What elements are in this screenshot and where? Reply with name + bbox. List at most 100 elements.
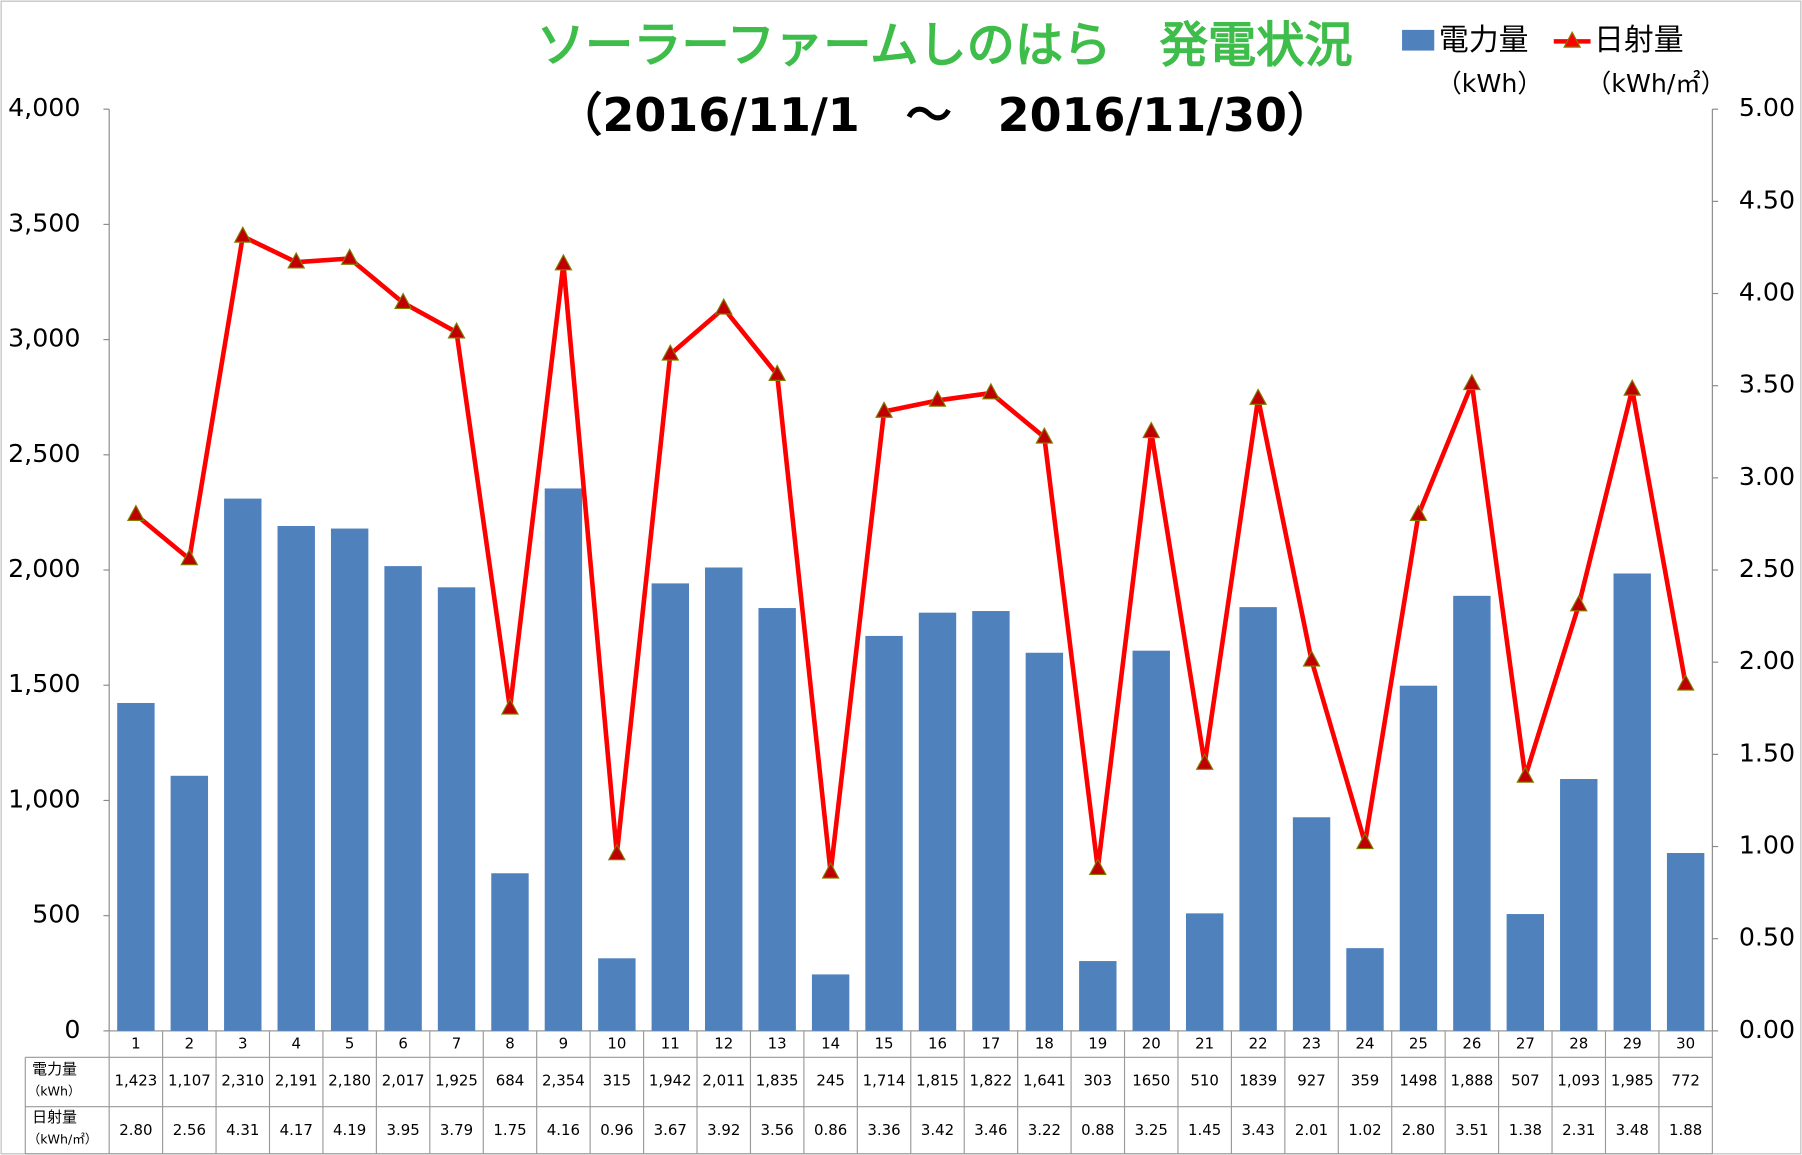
table-value: 510 — [1190, 1071, 1219, 1089]
x-tick-label: 13 — [768, 1035, 787, 1053]
x-tick-label: 14 — [821, 1035, 840, 1053]
table-value: 4.31 — [226, 1121, 259, 1139]
x-tick-label: 18 — [1035, 1035, 1054, 1053]
table-value: 359 — [1351, 1071, 1380, 1089]
x-tick-label: 1 — [131, 1035, 141, 1053]
table-value: 1.38 — [1509, 1121, 1542, 1139]
table-value: 2,354 — [542, 1071, 585, 1089]
line-marker — [981, 382, 1000, 400]
line-marker — [1035, 426, 1054, 444]
table-value: 1.45 — [1188, 1121, 1221, 1139]
table-value: 3.95 — [386, 1121, 419, 1139]
table-value: 315 — [603, 1071, 632, 1089]
bar — [491, 873, 529, 1031]
bar — [1025, 652, 1064, 1031]
line-marker — [661, 343, 680, 361]
x-tick-label: 12 — [714, 1035, 733, 1053]
table-value: 1.88 — [1669, 1121, 1702, 1139]
line-marker — [180, 548, 199, 566]
x-tick-label: 23 — [1302, 1035, 1321, 1053]
x-tick-label: 20 — [1142, 1035, 1161, 1053]
y-tick-label: 3,500 — [8, 208, 80, 237]
table-value: 3.51 — [1455, 1121, 1488, 1139]
bar — [117, 702, 155, 1031]
table-value: 2,180 — [328, 1071, 371, 1089]
line-marker — [1569, 594, 1588, 612]
line-marker — [1249, 388, 1268, 405]
table-value: 0.96 — [600, 1121, 633, 1139]
bar — [1399, 685, 1438, 1031]
table-value: 2.01 — [1295, 1121, 1328, 1139]
y2-tick-label: 3.00 — [1739, 462, 1795, 491]
bar — [758, 608, 796, 1031]
x-tick-label: 21 — [1195, 1035, 1214, 1053]
table-value: 1,835 — [756, 1071, 799, 1089]
bar — [330, 528, 369, 1031]
bar — [1239, 607, 1277, 1031]
table-value: 1,815 — [916, 1071, 959, 1089]
table-value: 772 — [1671, 1071, 1700, 1089]
x-tick-label: 9 — [559, 1035, 569, 1053]
y2-tick-label: 2.50 — [1739, 554, 1795, 583]
x-tick-label: 15 — [875, 1035, 894, 1053]
x-tick-label: 17 — [981, 1035, 1000, 1053]
bar — [544, 488, 583, 1031]
line-marker — [875, 401, 894, 418]
y2-tick-label: 0.00 — [1739, 1015, 1795, 1044]
y-tick-label: 500 — [32, 900, 80, 929]
x-tick-label: 5 — [345, 1035, 355, 1053]
bar — [1506, 914, 1545, 1031]
y2-tick-label: 4.00 — [1739, 278, 1795, 307]
y2-tick-label: 4.50 — [1739, 185, 1795, 214]
table-value: 245 — [816, 1071, 845, 1089]
table-value: 684 — [496, 1071, 525, 1089]
line-marker — [1088, 858, 1107, 875]
table-value: 3.43 — [1241, 1121, 1274, 1139]
x-tick-label: 4 — [291, 1035, 301, 1053]
x-tick-label: 19 — [1088, 1035, 1107, 1053]
table-value: 4.19 — [333, 1121, 366, 1139]
table-value: 2.31 — [1562, 1121, 1595, 1139]
line-marker — [1462, 373, 1481, 391]
table-value: 3.92 — [707, 1121, 740, 1139]
table-value: 3.67 — [654, 1121, 687, 1139]
table-row-name: 日射量 — [32, 1108, 77, 1126]
y2-tick-label: 2.00 — [1739, 646, 1795, 675]
bar — [918, 612, 957, 1031]
line-marker — [714, 297, 733, 315]
bar — [224, 498, 262, 1031]
table-value: 1,641 — [1023, 1071, 1066, 1089]
bar — [170, 775, 209, 1031]
bar — [651, 583, 689, 1031]
table-value: 1498 — [1399, 1071, 1437, 1089]
line-marker — [500, 697, 519, 715]
table-value: 2.56 — [173, 1121, 206, 1139]
x-tick-label: 28 — [1569, 1035, 1588, 1053]
legend-unit: （kWh/㎡） — [1586, 69, 1726, 98]
chart-subtitle: （2016/11/1 ～ 2016/11/30） — [556, 88, 1333, 142]
bar — [437, 587, 476, 1031]
table-value: 3.48 — [1616, 1121, 1649, 1139]
line-marker — [768, 364, 787, 381]
bar — [1666, 852, 1705, 1031]
table-value: 3.25 — [1135, 1121, 1168, 1139]
bar — [1292, 817, 1331, 1031]
y2-tick-label: 1.50 — [1739, 738, 1795, 767]
y2-tick-label: 5.00 — [1739, 93, 1795, 122]
line-marker — [447, 321, 466, 339]
table-value: 0.86 — [814, 1121, 847, 1139]
bar — [384, 566, 422, 1031]
table-value: 3.46 — [974, 1121, 1007, 1139]
line-marker — [1409, 504, 1428, 522]
x-tick-label: 30 — [1676, 1035, 1695, 1053]
bar — [1346, 948, 1384, 1031]
bar — [865, 635, 903, 1031]
table-value: 303 — [1084, 1071, 1113, 1089]
line-marker — [607, 843, 626, 861]
x-tick-label: 24 — [1355, 1035, 1374, 1053]
table-value: 2,017 — [382, 1071, 425, 1089]
table-value: 2.80 — [119, 1121, 152, 1139]
x-tick-label: 3 — [238, 1035, 248, 1053]
x-tick-label: 26 — [1462, 1035, 1481, 1053]
line-marker — [554, 253, 573, 271]
